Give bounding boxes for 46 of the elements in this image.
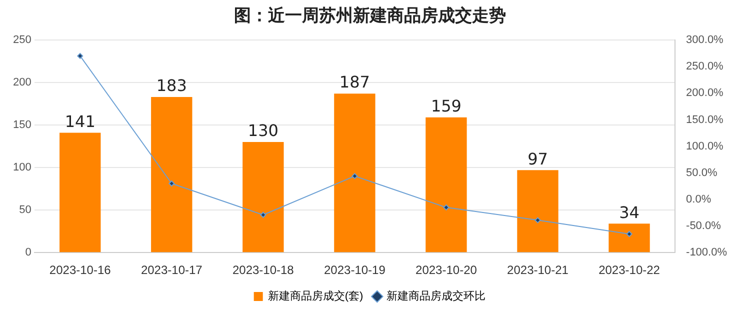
data-label: 183: [156, 76, 187, 96]
bar: [517, 170, 558, 252]
legend-label: 新建商品房成交环比: [386, 290, 486, 303]
y-tick-label: 200: [12, 76, 32, 89]
y-tick-label: 0: [25, 246, 32, 259]
y2-tick-label: 250.0%: [686, 60, 724, 73]
bar: [334, 94, 376, 252]
y2-tick-label: 300.0%: [686, 34, 724, 46]
data-label: 97: [528, 149, 548, 168]
y2-tick-label: -50.0%: [686, 220, 722, 232]
bar: [426, 117, 467, 252]
legend-label: 新建商品房成交(套): [268, 290, 364, 303]
x-tick-label: 2023-10-16: [49, 263, 112, 278]
y2-tick-label: 200.0%: [686, 87, 724, 100]
point: [168, 180, 175, 187]
data-label: 34: [619, 202, 640, 222]
bar: [608, 224, 650, 252]
bar: [151, 96, 192, 252]
x-tick-label: 2023-10-21: [507, 263, 569, 278]
x-tick-label: 2023-10-19: [324, 263, 386, 278]
y2-tick-label: 50.0%: [686, 166, 718, 179]
data-label: 130: [248, 121, 278, 140]
y-tick-label: 100: [12, 162, 32, 174]
data-label: 187: [339, 72, 370, 92]
y2-tick-label: 150.0%: [686, 114, 724, 126]
chart-title: 图：近一周苏州新建商品房成交走势: [233, 5, 507, 28]
point: [352, 173, 358, 180]
x-tick-label: 2023-10-22: [598, 263, 660, 278]
point: [77, 52, 84, 59]
y-tick-label: 50: [19, 204, 32, 216]
y2-tick-label: 100.0%: [686, 140, 724, 152]
point: [443, 204, 450, 210]
point: [626, 231, 632, 237]
data-label: 159: [430, 96, 462, 116]
point: [260, 212, 266, 218]
x-tick-label: 2023-10-17: [140, 263, 203, 278]
data-label: 141: [64, 112, 96, 131]
x-tick-label: 2023-10-18: [232, 263, 294, 278]
bar: [242, 142, 284, 252]
y2-tick-label: 0.0%: [686, 193, 712, 206]
x-tick-label: 2023-10-20: [416, 263, 478, 278]
bar: [60, 132, 101, 252]
point: [534, 217, 541, 224]
y-tick-label: 250: [12, 34, 32, 46]
y2-tick-label: -100.0%: [686, 246, 728, 259]
y-tick-label: 150: [12, 119, 32, 132]
